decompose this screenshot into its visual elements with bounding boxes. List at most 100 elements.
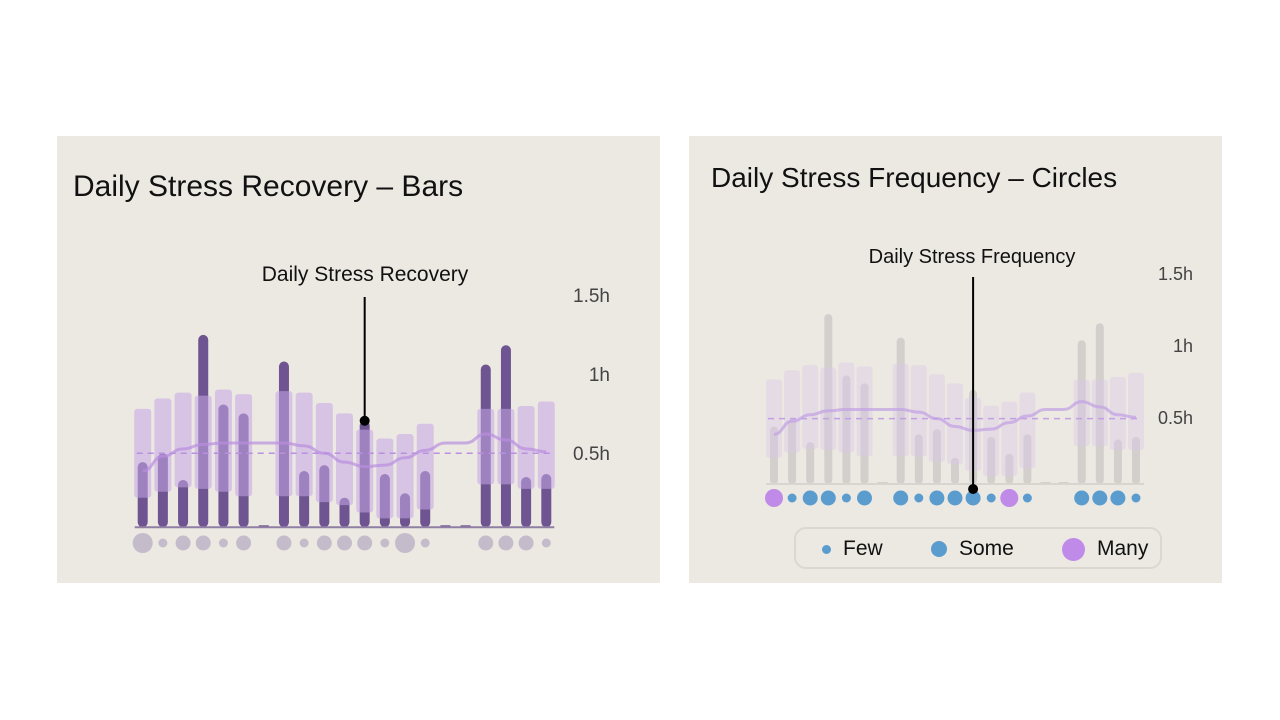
frequency-annotation-marker <box>968 484 979 494</box>
recovery-frequency-dot-some <box>337 535 352 551</box>
recovery-range-band <box>376 438 394 519</box>
recovery-range-band <box>497 408 515 485</box>
recovery-frequency-dot-many <box>395 533 416 553</box>
frequency-bar <box>824 314 833 484</box>
legend-item-few: Few <box>818 537 883 561</box>
recovery-range-band <box>477 408 495 485</box>
recovery-frequency-dot-some <box>518 535 534 551</box>
some-dot-icon <box>931 541 947 557</box>
recovery-range-band <box>214 389 232 492</box>
recovery-range-band <box>174 392 192 488</box>
frequency-annotation: Daily Stress Frequency <box>869 246 1076 268</box>
frequency-range-band <box>784 370 801 453</box>
frequency-frequency-dot-many <box>1000 489 1019 507</box>
frequency-frequency-dot-some <box>947 490 963 506</box>
frequency-range-band <box>983 405 1000 477</box>
recovery-annotation: Daily Stress Recovery <box>262 263 469 286</box>
frequency-legend: Few Some Many <box>794 527 1162 569</box>
recovery-frequency-dot-some <box>316 535 332 551</box>
recovery-frequency-dot-few <box>541 538 551 548</box>
recovery-frequency-dot-some <box>276 535 292 551</box>
frequency-frequency-dot-some <box>802 490 818 506</box>
frequency-frequency-dot-some <box>820 490 836 506</box>
recovery-bar <box>178 479 189 528</box>
many-dot-icon <box>1062 537 1085 561</box>
right-tick-1.5h: 1.5h <box>1158 264 1193 284</box>
frequency-range-band <box>838 362 855 453</box>
frequency-bar <box>788 418 797 484</box>
frequency-frequency-dot-few <box>1131 493 1141 503</box>
recovery-range-band <box>537 401 555 489</box>
frequency-frequency-dot-some <box>893 490 909 506</box>
frequency-bar <box>842 375 851 484</box>
recovery-frequency-dot-some <box>236 535 252 551</box>
frequency-range-band <box>856 366 873 457</box>
recovery-frequency-dot-some <box>498 535 514 551</box>
left-tick-0.5h: 0.5h <box>573 444 610 465</box>
legend-label-some: Some <box>959 537 1014 560</box>
frequency-bar <box>1113 439 1122 484</box>
recovery-frequency-dot-few <box>158 538 168 548</box>
frequency-bar <box>1023 434 1032 484</box>
frequency-range-band <box>1019 392 1036 469</box>
frequency-average-line <box>773 400 1137 436</box>
recovery-frequency-dot-few <box>218 538 228 548</box>
frequency-chart-title: Daily Stress Frequency – Circles <box>711 162 1118 193</box>
recovery-frequency-dot-some <box>175 535 191 551</box>
frequency-frequency-dot-some <box>1110 490 1126 506</box>
recovery-chart-title: Daily Stress Recovery – Bars <box>73 170 464 203</box>
frequency-range-band <box>1091 379 1108 447</box>
frequency-range-band <box>1128 372 1144 451</box>
recovery-range-band <box>154 398 172 492</box>
frequency-range-band <box>820 367 837 451</box>
frequency-bar <box>932 429 941 484</box>
frequency-bar <box>1005 453 1014 484</box>
recovery-frequency-dot-some <box>478 535 494 551</box>
recovery-range-band <box>235 394 253 497</box>
recovery-average-line <box>142 432 547 473</box>
recovery-frequency-dot-few <box>380 538 390 548</box>
legend-label-many: Many <box>1097 537 1149 560</box>
frequency-bar <box>987 436 996 484</box>
frequency-bar <box>1132 436 1140 484</box>
recovery-frequency-dot-few <box>420 538 430 548</box>
frequency-panel <box>689 136 1222 583</box>
recovery-frequency-dot-many <box>132 533 153 553</box>
frequency-frequency-dot-many <box>765 489 783 507</box>
frequency-frequency-dot-few <box>841 493 851 503</box>
frequency-bar <box>806 442 815 484</box>
recovery-range-band <box>396 434 414 519</box>
recovery-range-band <box>416 423 434 510</box>
few-dot-icon <box>822 544 831 554</box>
recovery-frequency-dot-some <box>195 535 211 551</box>
recovery-frequency-dot-few <box>299 538 309 548</box>
frequency-range-band <box>947 383 963 465</box>
legend-item-many: Many <box>1062 537 1148 561</box>
right-tick-0.5h: 0.5h <box>1158 408 1193 428</box>
frequency-bar <box>1077 340 1086 484</box>
frequency-frequency-dot-few <box>914 493 924 503</box>
left-tick-1h: 1h <box>589 365 610 386</box>
frequency-bar <box>1095 323 1104 484</box>
left-tick-1.5h: 1.5h <box>573 286 610 307</box>
legend-label-few: Few <box>843 537 883 560</box>
frequency-frequency-dot-some <box>1074 490 1090 506</box>
frequency-frequency-dot-few <box>787 493 797 503</box>
recovery-range-band <box>194 395 212 489</box>
recovery-annotation-marker <box>359 415 370 426</box>
right-tick-1h: 1h <box>1173 336 1193 356</box>
frequency-frequency-dot-few <box>986 493 996 503</box>
frequency-range-band <box>1001 401 1018 477</box>
frequency-frequency-dot-some <box>857 490 872 506</box>
legend-item-some: Some <box>931 537 1014 561</box>
recovery-range-band <box>336 413 353 506</box>
frequency-bar <box>770 426 778 484</box>
frequency-frequency-dot-some <box>929 490 945 506</box>
frequency-range-band <box>802 365 819 449</box>
frequency-bar <box>951 457 959 484</box>
recovery-bar <box>521 476 532 528</box>
frequency-frequency-dot-some <box>965 490 981 506</box>
frequency-frequency-dot-few <box>1022 493 1032 503</box>
recovery-range-band <box>356 429 374 513</box>
